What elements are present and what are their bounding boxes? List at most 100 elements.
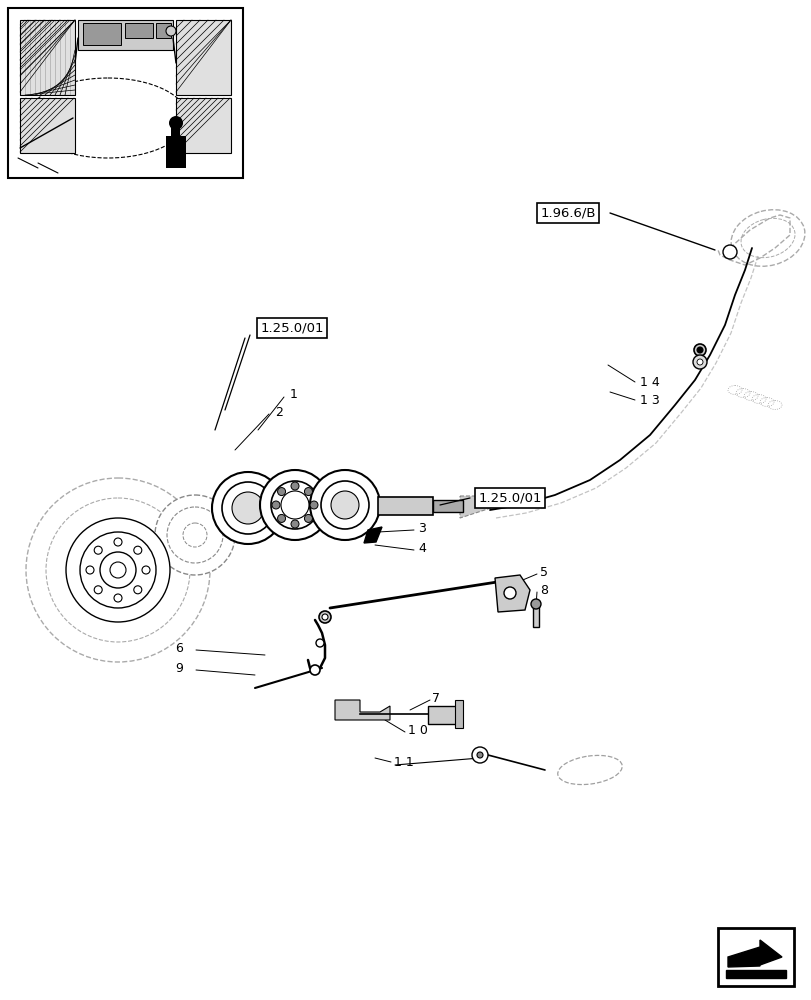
Wedge shape bbox=[118, 607, 127, 621]
Text: 5: 5 bbox=[539, 566, 547, 578]
Circle shape bbox=[692, 355, 706, 369]
Wedge shape bbox=[151, 583, 165, 595]
Text: 1: 1 bbox=[290, 388, 298, 401]
Circle shape bbox=[80, 532, 156, 608]
Text: 1 4: 1 4 bbox=[639, 375, 659, 388]
Circle shape bbox=[320, 481, 368, 529]
Bar bbox=[171, 128, 180, 136]
Text: 6: 6 bbox=[175, 642, 182, 654]
Circle shape bbox=[290, 520, 298, 528]
Circle shape bbox=[66, 518, 169, 622]
Bar bbox=[532, 605, 539, 627]
Polygon shape bbox=[460, 496, 500, 518]
Bar bbox=[8, 8, 242, 178]
Bar bbox=[176, 98, 230, 153]
Text: 4: 4 bbox=[418, 542, 425, 554]
Circle shape bbox=[322, 614, 328, 620]
Polygon shape bbox=[495, 575, 530, 612]
Circle shape bbox=[530, 599, 540, 609]
Circle shape bbox=[310, 470, 380, 540]
Wedge shape bbox=[85, 599, 99, 614]
Wedge shape bbox=[153, 553, 168, 563]
Circle shape bbox=[281, 491, 309, 519]
Circle shape bbox=[277, 514, 285, 522]
Circle shape bbox=[315, 639, 324, 647]
Bar bbox=[78, 20, 173, 50]
Circle shape bbox=[109, 562, 126, 578]
Wedge shape bbox=[142, 594, 157, 609]
Wedge shape bbox=[67, 561, 80, 570]
Polygon shape bbox=[727, 940, 781, 967]
Circle shape bbox=[94, 586, 102, 594]
Bar bbox=[432, 500, 462, 512]
Circle shape bbox=[304, 514, 312, 522]
Wedge shape bbox=[109, 519, 118, 533]
Bar bbox=[427, 706, 457, 724]
Circle shape bbox=[310, 665, 320, 675]
Circle shape bbox=[722, 245, 736, 259]
Bar bbox=[156, 23, 171, 38]
Text: 7: 7 bbox=[431, 692, 440, 704]
Text: 3: 3 bbox=[418, 522, 425, 534]
Circle shape bbox=[221, 482, 273, 534]
Bar bbox=[454, 700, 462, 728]
Text: 9: 9 bbox=[175, 662, 182, 674]
Circle shape bbox=[142, 566, 150, 574]
Bar bbox=[125, 23, 152, 38]
Circle shape bbox=[100, 552, 135, 588]
Wedge shape bbox=[79, 531, 93, 546]
Bar bbox=[83, 23, 121, 45]
Text: 1 3: 1 3 bbox=[639, 393, 659, 406]
Wedge shape bbox=[92, 522, 105, 537]
Text: 1.25.0/01: 1.25.0/01 bbox=[260, 322, 324, 334]
Circle shape bbox=[155, 495, 234, 575]
Circle shape bbox=[212, 472, 284, 544]
Circle shape bbox=[271, 481, 319, 529]
Circle shape bbox=[86, 566, 94, 574]
Wedge shape bbox=[74, 589, 88, 603]
Circle shape bbox=[94, 546, 102, 554]
Text: 1.96.6/B: 1.96.6/B bbox=[539, 207, 595, 220]
Text: 1 0: 1 0 bbox=[407, 724, 427, 736]
Circle shape bbox=[134, 586, 142, 594]
Bar bbox=[20, 98, 75, 153]
Circle shape bbox=[693, 344, 705, 356]
Polygon shape bbox=[335, 700, 389, 720]
Circle shape bbox=[260, 470, 329, 540]
Wedge shape bbox=[137, 526, 151, 541]
Bar bbox=[165, 136, 186, 168]
Text: 1 1: 1 1 bbox=[393, 756, 414, 770]
Bar bbox=[176, 20, 230, 95]
Circle shape bbox=[476, 752, 483, 758]
Circle shape bbox=[331, 491, 358, 519]
Circle shape bbox=[310, 501, 318, 509]
Wedge shape bbox=[131, 603, 144, 618]
Circle shape bbox=[114, 594, 122, 602]
Circle shape bbox=[696, 359, 702, 365]
Circle shape bbox=[169, 116, 182, 130]
Wedge shape bbox=[147, 537, 162, 551]
Wedge shape bbox=[70, 544, 85, 557]
Bar bbox=[378, 497, 432, 515]
Circle shape bbox=[504, 587, 515, 599]
Circle shape bbox=[290, 482, 298, 490]
Circle shape bbox=[304, 488, 312, 496]
Text: 8: 8 bbox=[539, 584, 547, 596]
Circle shape bbox=[319, 611, 331, 623]
Wedge shape bbox=[67, 577, 82, 587]
Polygon shape bbox=[363, 527, 381, 543]
Circle shape bbox=[114, 538, 122, 546]
Bar bbox=[20, 20, 75, 95]
Bar bbox=[717, 928, 793, 986]
Circle shape bbox=[272, 501, 280, 509]
Circle shape bbox=[232, 492, 264, 524]
Circle shape bbox=[696, 347, 702, 353]
Polygon shape bbox=[725, 970, 785, 978]
Circle shape bbox=[471, 747, 487, 763]
Wedge shape bbox=[101, 606, 111, 620]
Circle shape bbox=[134, 546, 142, 554]
Wedge shape bbox=[155, 570, 169, 579]
Wedge shape bbox=[124, 520, 135, 534]
Text: 2: 2 bbox=[275, 406, 282, 418]
Circle shape bbox=[277, 488, 285, 496]
